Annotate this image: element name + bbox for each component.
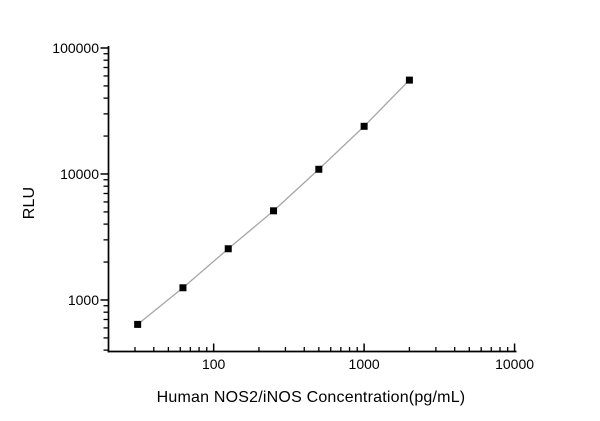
y-tick-label: 100000 — [52, 40, 99, 56]
data-point-marker — [179, 284, 187, 292]
data-point-marker — [315, 165, 323, 173]
data-point-marker — [360, 122, 368, 130]
x-axis-title: Human NOS2/iNOS Concentration(pg/mL) — [156, 389, 466, 406]
y-tick-label: 1000 — [68, 292, 99, 308]
y-tick-label: 10000 — [60, 166, 99, 182]
data-point-marker — [134, 320, 142, 328]
x-tick-label: 1000 — [349, 356, 380, 372]
y-axis-title: RLU — [21, 186, 38, 220]
data-point-marker — [270, 207, 278, 215]
x-tick-label: 10000 — [495, 356, 534, 372]
data-point-marker — [405, 76, 413, 84]
x-tick-label: 100 — [202, 356, 226, 372]
curve-line — [137, 79, 410, 325]
data-point-marker — [224, 245, 232, 253]
